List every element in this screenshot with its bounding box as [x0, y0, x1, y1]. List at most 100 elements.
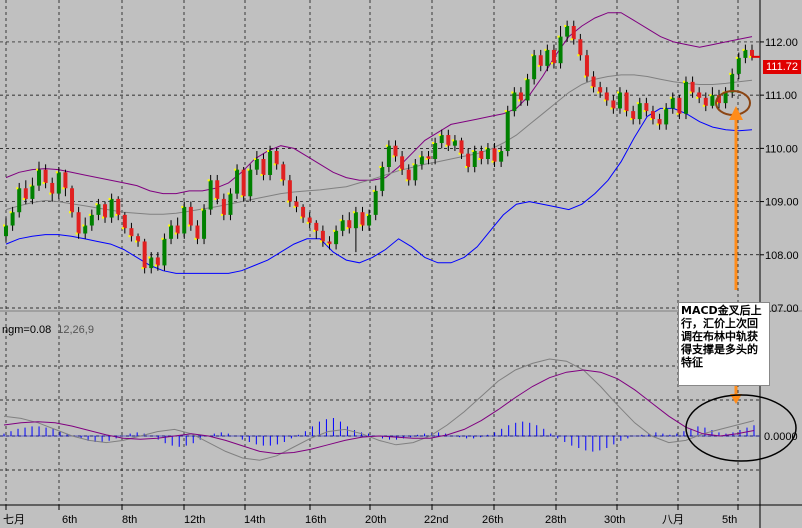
candle	[293, 196, 299, 213]
candle-body	[611, 100, 616, 109]
candle	[286, 174, 292, 207]
candle-body	[631, 111, 636, 120]
candle	[128, 222, 134, 242]
close-marker	[729, 72, 732, 75]
candle	[135, 233, 141, 247]
candle	[49, 177, 55, 202]
macd-panel: 0.0000	[0, 358, 798, 461]
candle	[339, 214, 345, 237]
close-marker	[9, 211, 12, 214]
last-price-badge: 111.72	[763, 60, 801, 74]
close-marker	[253, 158, 256, 160]
close-marker	[240, 195, 243, 198]
candle-body	[485, 148, 490, 159]
close-marker	[313, 229, 316, 232]
candle-body	[23, 188, 28, 199]
candlesticks	[3, 20, 754, 274]
candle	[570, 20, 576, 45]
candle	[207, 174, 213, 215]
x-tick-label: 七月	[3, 513, 25, 526]
close-marker	[577, 54, 580, 57]
close-marker	[749, 55, 751, 58]
candle	[749, 44, 754, 61]
candle-body	[353, 212, 358, 229]
close-marker	[616, 91, 619, 94]
candle	[115, 196, 121, 221]
candle	[484, 143, 490, 165]
candle	[676, 95, 682, 120]
close-marker	[69, 211, 72, 214]
close-marker	[326, 243, 329, 246]
candle-body	[129, 228, 134, 237]
close-marker	[102, 216, 105, 219]
candle-body	[103, 204, 108, 218]
candle	[273, 148, 279, 170]
candle	[550, 44, 556, 69]
candle-body	[743, 49, 748, 58]
candle-body	[723, 92, 728, 104]
candle-body	[89, 214, 94, 226]
candle	[465, 148, 471, 173]
close-marker	[319, 240, 322, 243]
candle-body	[584, 55, 589, 77]
close-marker	[148, 256, 151, 259]
candle-body	[499, 151, 504, 162]
candle	[16, 182, 22, 218]
candle-body	[697, 92, 702, 98]
candle	[95, 198, 101, 221]
x-tick-label: 20th	[365, 514, 386, 526]
candle-body	[518, 92, 523, 101]
candle-body	[459, 140, 464, 154]
close-marker	[207, 179, 210, 182]
candle-body	[274, 151, 279, 165]
close-marker	[392, 155, 395, 158]
close-marker	[643, 110, 646, 113]
candle	[88, 209, 94, 231]
candle	[722, 87, 728, 109]
candle-body	[400, 156, 405, 170]
candle-body	[261, 159, 266, 175]
candle-body	[268, 151, 273, 175]
price-highlight-ellipse	[715, 90, 751, 116]
candle-body	[373, 190, 378, 215]
candle-body	[281, 164, 286, 181]
candle	[544, 44, 550, 72]
candle	[201, 204, 207, 245]
candle-body	[109, 198, 114, 218]
bollinger-upper-line	[5, 12, 753, 195]
x-tick-label: 12th	[184, 514, 205, 526]
candle-body	[604, 92, 609, 101]
close-marker	[108, 197, 111, 200]
candle	[154, 252, 160, 271]
close-marker	[438, 134, 441, 137]
candle-body	[532, 55, 537, 80]
close-marker	[187, 224, 190, 227]
candle	[55, 166, 61, 199]
candle	[141, 238, 147, 274]
candle-body	[294, 201, 299, 207]
candle	[603, 87, 609, 106]
candle	[405, 164, 411, 186]
candle-body	[50, 182, 55, 194]
candle-body	[116, 198, 121, 215]
candle-body	[254, 159, 259, 170]
close-marker	[663, 107, 666, 110]
close-marker	[630, 118, 633, 121]
candle-body	[624, 92, 629, 112]
candle	[42, 164, 48, 189]
candle-body	[446, 135, 451, 146]
close-marker	[135, 240, 138, 243]
y-tick-label: 107.00	[765, 303, 799, 315]
candle	[524, 73, 530, 106]
x-tick-label: 8th	[122, 514, 137, 526]
close-marker	[247, 168, 250, 171]
close-marker	[214, 197, 217, 200]
y-tick-label: 111.00	[765, 90, 797, 102]
close-marker	[484, 147, 487, 150]
candle	[564, 20, 570, 42]
close-marker	[702, 104, 705, 107]
candle-body	[466, 153, 471, 167]
candle	[630, 105, 636, 125]
candle-body	[367, 214, 372, 226]
